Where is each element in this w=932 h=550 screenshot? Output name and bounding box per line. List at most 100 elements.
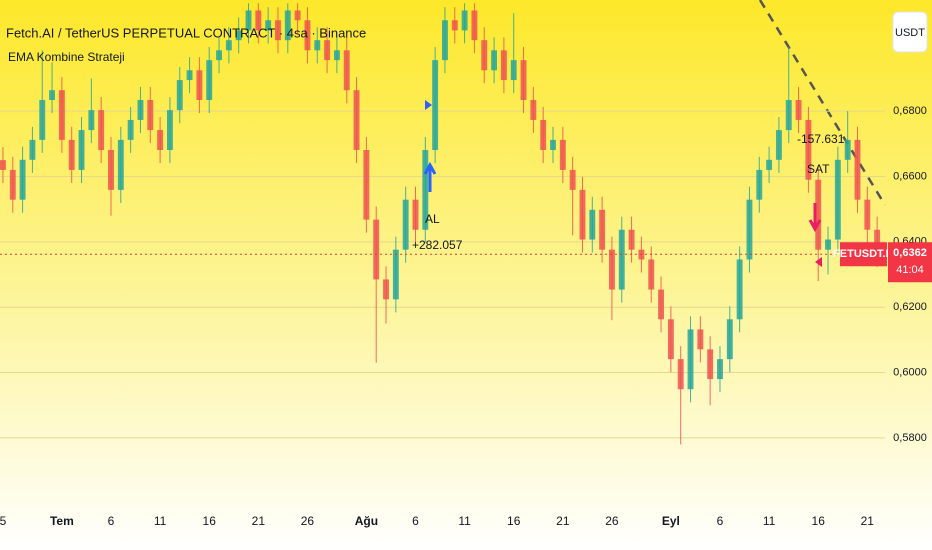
candle-body <box>176 80 183 111</box>
last-price-label: 0,6362 <box>893 247 927 259</box>
candle-body <box>206 60 213 100</box>
candle-body <box>854 139 861 200</box>
candle-body <box>579 189 586 240</box>
x-tick-label: 26 <box>605 514 619 528</box>
candle-body <box>117 139 124 190</box>
candle-body <box>68 139 75 170</box>
candle-body <box>658 289 664 320</box>
candle-body <box>216 50 222 61</box>
candle-body <box>677 359 684 390</box>
candle-body <box>540 119 547 150</box>
candle-body <box>98 110 105 150</box>
candle-body <box>363 150 370 220</box>
candle-body <box>736 259 743 320</box>
sell-marker <box>815 257 822 267</box>
candle-body <box>19 159 26 200</box>
candle-body <box>746 199 753 260</box>
candle-body <box>834 159 841 240</box>
candle-body <box>825 239 831 250</box>
y-tick-label: 0,6800 <box>893 105 927 117</box>
candle-body <box>275 20 281 41</box>
x-tick-label: 11 <box>154 514 167 528</box>
candle-body <box>304 20 311 51</box>
candle-body <box>0 160 6 170</box>
candle-body <box>333 50 340 61</box>
candle-body <box>225 40 232 51</box>
candle-body <box>422 150 429 230</box>
x-tick-label: 11 <box>763 514 776 528</box>
x-tick-label: 11 <box>458 514 471 528</box>
candle-body <box>805 119 812 180</box>
candle-body <box>589 209 596 240</box>
sell-arrow <box>808 203 822 233</box>
candle-body <box>687 329 694 390</box>
candle-body <box>186 70 193 81</box>
candle-body <box>353 90 360 150</box>
candle-body <box>599 209 606 250</box>
candle-body <box>157 130 164 150</box>
candle-body <box>245 10 252 31</box>
candle-body <box>766 159 773 170</box>
candle-body <box>127 119 134 140</box>
candle-body <box>500 50 507 81</box>
candle-body <box>864 199 871 230</box>
last-price-box <box>888 242 932 283</box>
candle-body <box>78 130 85 170</box>
candle-body <box>471 10 478 41</box>
candle-body <box>795 100 802 120</box>
candle-body <box>569 169 576 190</box>
x-tick-label: 21 <box>861 514 875 528</box>
candle-body <box>608 249 615 290</box>
candle-body <box>667 319 674 360</box>
candle-body <box>775 130 782 160</box>
candle-body <box>343 50 350 91</box>
buy-marker <box>425 100 432 110</box>
currency-button[interactable] <box>892 11 928 53</box>
candle-body <box>402 199 409 250</box>
x-tick-label: Eyl <box>662 514 680 528</box>
candle-body <box>196 70 203 100</box>
candle-body <box>265 20 272 31</box>
buy-label: AL <box>425 212 440 226</box>
candle-body <box>383 279 389 300</box>
candle-body <box>697 329 704 350</box>
candle-body <box>481 40 488 71</box>
candle-body <box>844 139 851 160</box>
x-tick-label: 6 <box>717 514 724 528</box>
candle-body <box>294 10 301 21</box>
candle-body <box>137 100 144 120</box>
candle-body <box>717 359 723 380</box>
candle-body <box>559 139 566 170</box>
candle-body <box>432 60 439 150</box>
x-tick-label: 16 <box>812 514 826 528</box>
candle-body <box>461 10 468 31</box>
candle-body <box>373 219 380 280</box>
currency-label[interactable]: USDT <box>895 27 925 39</box>
candle-body <box>510 60 517 81</box>
candle-body <box>284 10 291 41</box>
x-tick-label: 16 <box>203 514 217 528</box>
x-tick-label: 16 <box>507 514 521 528</box>
y-tick-label: 0,6200 <box>893 301 927 313</box>
candle-body <box>550 139 556 150</box>
candle-body <box>442 20 448 61</box>
chart-title: Fetch.AI / TetherUS PERPETUAL CONTRACT ·… <box>6 25 366 40</box>
candle-body <box>314 40 321 51</box>
candle-body <box>324 40 331 61</box>
buy-arrow <box>423 161 437 192</box>
candle-body <box>147 100 154 131</box>
x-tick-label: 21 <box>556 514 570 528</box>
x-tick-label: 21 <box>252 514 266 528</box>
candle-body <box>39 100 46 140</box>
indicator-name: EMA Kombine Strateji <box>8 50 125 64</box>
candle-body <box>58 90 65 140</box>
candle-body <box>726 319 733 360</box>
candle-body <box>108 150 114 190</box>
buy-profit: +282.057 <box>412 238 463 252</box>
candle-body <box>255 10 262 31</box>
candle-body <box>785 100 792 131</box>
candle-body <box>392 249 399 300</box>
y-tick-label: 0,5800 <box>893 432 927 444</box>
